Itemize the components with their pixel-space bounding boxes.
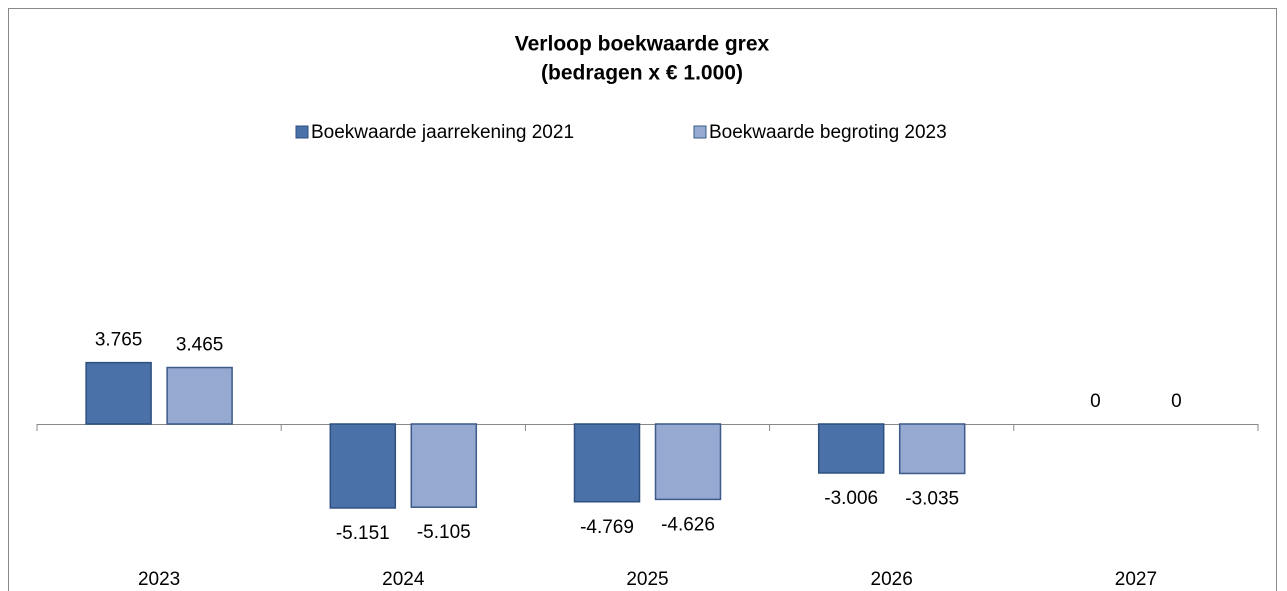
- chart-subtitle: (bedragen x € 1.000): [541, 62, 743, 85]
- data-label: 0: [1090, 391, 1101, 412]
- chart-title: Verloop boekwaarde grex: [515, 33, 770, 56]
- data-label: -4.626: [661, 514, 715, 535]
- bar: [817, 423, 885, 474]
- chart-frame: [8, 8, 1277, 591]
- bar: [166, 366, 233, 425]
- bar: [898, 423, 966, 475]
- data-label: 0: [1171, 391, 1182, 412]
- bar: [329, 423, 397, 509]
- x-tick-label: 2027: [1115, 569, 1157, 590]
- bar: [85, 361, 152, 425]
- x-tick-label: 2024: [382, 569, 425, 590]
- x-tick-label: 2025: [626, 569, 668, 590]
- bar: [654, 423, 722, 501]
- data-label: -3.006: [824, 488, 878, 509]
- data-label: -5.151: [336, 523, 390, 544]
- data-label: -5.105: [417, 522, 471, 543]
- data-label: 3.465: [176, 335, 224, 356]
- data-label: -4.769: [580, 517, 634, 538]
- legend-label: Boekwaarde begroting 2023: [709, 122, 947, 143]
- bar: [573, 423, 641, 503]
- legend-swatch: [693, 125, 707, 139]
- data-label: 3.765: [95, 330, 143, 351]
- data-label: -3.035: [905, 488, 959, 509]
- bar: [410, 423, 478, 508]
- x-tick-label: 2026: [871, 569, 913, 590]
- legend-swatch: [295, 125, 309, 139]
- legend-label: Boekwaarde jaarrekening 2021: [311, 122, 574, 143]
- x-tick-label: 2023: [138, 569, 180, 590]
